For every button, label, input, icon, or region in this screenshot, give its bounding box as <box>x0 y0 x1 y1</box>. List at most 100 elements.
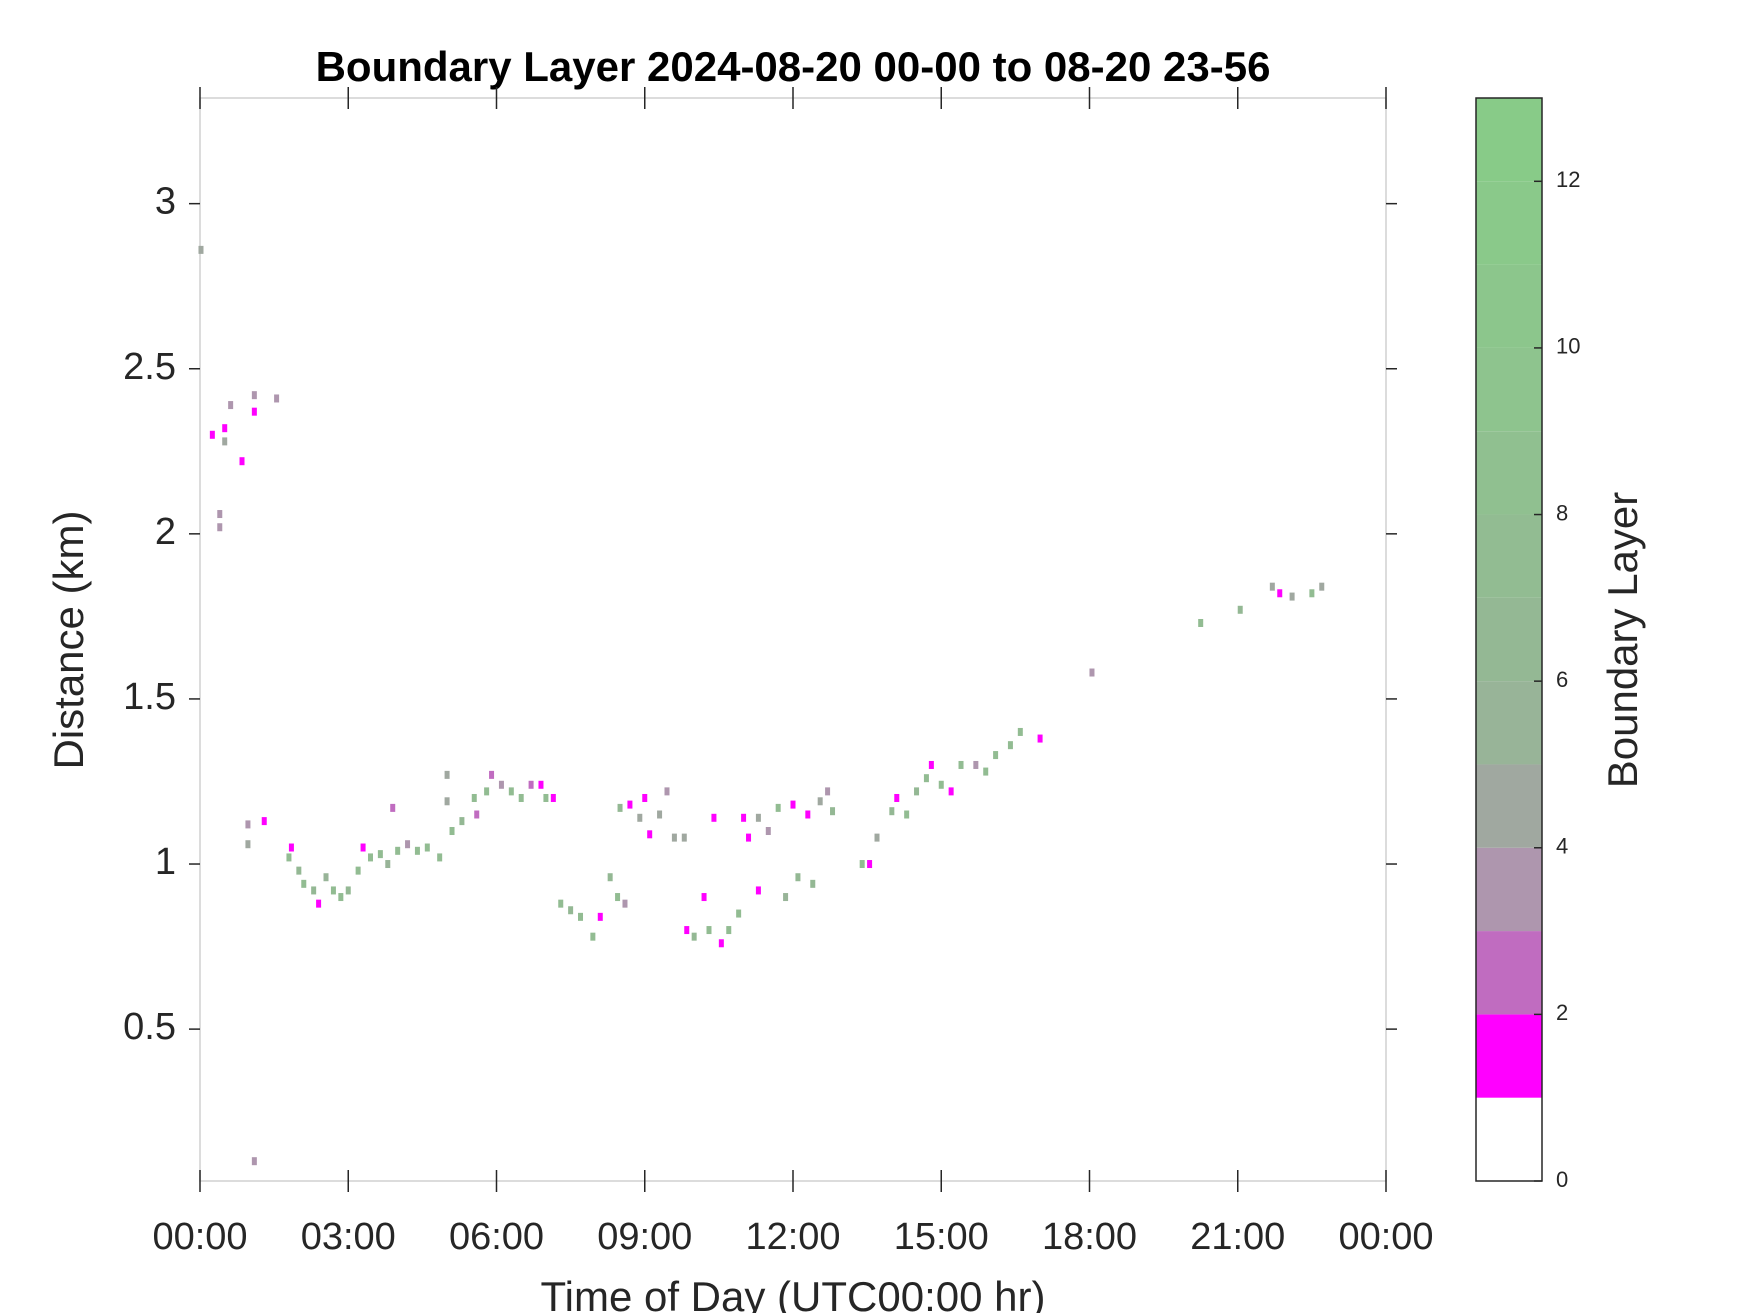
heatmap-cell <box>261 817 267 826</box>
heatmap-cell <box>296 866 302 875</box>
heatmap-cell <box>489 770 495 779</box>
heatmap-cell <box>755 813 761 822</box>
heatmap-cell <box>228 401 234 410</box>
heatmap-cell <box>664 787 670 796</box>
heatmap-cell <box>274 394 280 403</box>
colorbar-band <box>1476 1014 1542 1098</box>
heatmap-cell <box>859 860 865 869</box>
heatmap-cell <box>1289 592 1295 601</box>
heatmap-cell <box>385 860 391 869</box>
colorbar-band <box>1476 931 1542 1015</box>
heatmap-cell <box>637 813 643 822</box>
heatmap-cell <box>311 886 317 895</box>
heatmap-cell <box>459 817 465 826</box>
heatmap-cell <box>755 886 761 895</box>
x-tick-label: 15:00 <box>894 1216 989 1258</box>
colorbar-tick-label: 10 <box>1556 334 1580 359</box>
heatmap-cell <box>973 760 979 769</box>
heatmap-cell <box>471 793 477 802</box>
heatmap-cell <box>217 523 223 532</box>
heatmap-cell <box>330 886 336 895</box>
heatmap-cell <box>1007 741 1013 750</box>
colorbar-band <box>1476 264 1542 348</box>
heatmap-cell <box>795 873 801 882</box>
heatmap-cell <box>657 810 663 819</box>
heatmap-cell <box>894 793 900 802</box>
colorbar-band <box>1476 347 1542 432</box>
heatmap-cell <box>222 437 228 446</box>
colorbar-tick-label: 2 <box>1556 1000 1568 1025</box>
heatmap-cell <box>355 866 361 875</box>
heatmap-cell <box>550 793 556 802</box>
heatmap-cell <box>484 787 490 796</box>
chart-title: Boundary Layer 2024-08-20 00-00 to 08-20… <box>316 43 1271 90</box>
colorbar-band <box>1476 847 1542 932</box>
heatmap-cell <box>993 751 999 760</box>
heatmap-cell <box>538 780 544 789</box>
y-tick-label: 2.5 <box>123 346 176 388</box>
x-tick-label: 00:00 <box>152 1216 247 1258</box>
heatmap-cell <box>288 843 294 852</box>
x-tick-label: 03:00 <box>301 1216 396 1258</box>
heatmap-cell <box>377 850 383 859</box>
heatmap-cell <box>437 853 443 862</box>
heatmap-cell <box>578 912 584 921</box>
heatmap-cell <box>622 899 628 908</box>
heatmap-cell <box>810 879 816 888</box>
heatmap-cell <box>251 391 257 400</box>
heatmap-cell <box>647 830 653 839</box>
heatmap-cell <box>718 939 724 948</box>
colorbar-frame <box>1475 97 1543 1182</box>
heatmap-cell <box>568 906 574 915</box>
colorbar-tick-label: 0 <box>1556 1167 1568 1192</box>
heatmap-cell <box>239 457 245 466</box>
y-axis-label: Distance (km) <box>45 510 92 769</box>
heatmap-cell <box>746 833 752 842</box>
x-tick-label: 00:00 <box>1338 1216 1433 1258</box>
heatmap-cell <box>1037 734 1043 743</box>
heatmap-cell <box>741 813 747 822</box>
heatmap-cell <box>691 932 697 941</box>
heatmap-cell <box>711 813 717 822</box>
heatmap-cell <box>222 424 228 433</box>
heatmap-cell <box>198 245 204 254</box>
heatmap-cell <box>817 797 823 806</box>
heatmap-cell <box>958 760 964 769</box>
heatmap-cell <box>1089 668 1095 677</box>
heatmap-cell <box>889 807 895 816</box>
x-tick-label: 18:00 <box>1042 1216 1137 1258</box>
heatmap-cell <box>316 899 322 908</box>
y-tick-label: 1.5 <box>123 676 176 718</box>
heatmap-cell <box>508 787 514 796</box>
colorbar-band <box>1476 1097 1542 1181</box>
heatmap-cell <box>671 833 677 842</box>
heatmap-cell <box>736 909 742 918</box>
colorbar-label: Boundary Layer <box>1599 492 1646 789</box>
heatmap-cell <box>825 787 831 796</box>
heatmap-cell <box>286 853 292 862</box>
colorbar-band <box>1476 597 1542 682</box>
colorbar-tick-label: 12 <box>1556 167 1580 192</box>
heatmap-cell <box>474 810 480 819</box>
heatmap-cell <box>983 767 989 776</box>
heatmap-cell <box>367 853 373 862</box>
heatmap-cell <box>923 774 929 783</box>
heatmap-cell <box>1017 727 1023 736</box>
heatmap-cell <box>726 926 732 935</box>
heatmap-cell <box>701 893 707 902</box>
heatmap-cell <box>615 893 621 902</box>
heatmap-cell <box>775 803 781 812</box>
heatmap-cell <box>217 510 223 519</box>
heatmap-cell <box>251 1157 257 1166</box>
x-tick-label: 06:00 <box>449 1216 544 1258</box>
colorbar-tick-label: 8 <box>1556 500 1568 525</box>
heatmap-cell <box>642 793 648 802</box>
heatmap-cell <box>627 800 633 809</box>
x-tick-label: 12:00 <box>745 1216 840 1258</box>
heatmap-cell <box>323 873 329 882</box>
colorbar-band <box>1476 98 1542 182</box>
colorbar-tick-label: 4 <box>1556 834 1568 859</box>
colorbar-band <box>1476 764 1542 848</box>
plot-area <box>199 97 1387 1182</box>
